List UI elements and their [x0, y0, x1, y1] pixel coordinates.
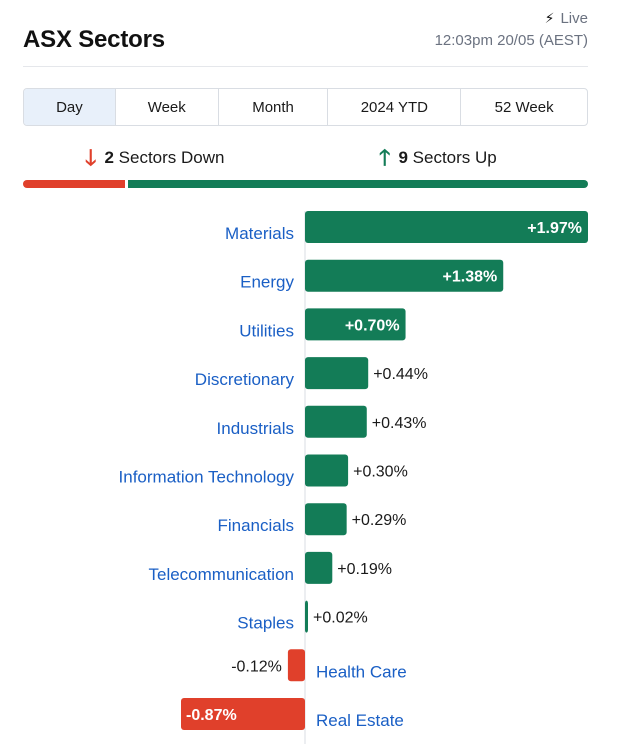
sector-summary: 🡓 2 Sectors Down 🡑 9 Sectors Up	[23, 140, 588, 176]
value-label: +1.97%	[527, 220, 582, 237]
bar-discretionary[interactable]	[305, 357, 369, 390]
breadth-ratio-bar	[23, 180, 588, 188]
tab-week[interactable]: Week	[116, 89, 219, 125]
value-label: -0.12%	[231, 658, 282, 675]
value-label: +0.70%	[345, 317, 400, 334]
category-label[interactable]: Information Technology	[119, 468, 295, 487]
tab-52-week[interactable]: 52 Week	[494, 98, 554, 116]
tab-2024-ytd[interactable]: 2024 YTD	[328, 89, 462, 125]
sectors-up-summary: 🡑 9 Sectors Up	[379, 145, 497, 170]
bar-energy[interactable]	[305, 259, 504, 292]
category-label[interactable]: Energy	[240, 273, 294, 292]
sectors-down-label: Sectors Down	[118, 148, 225, 167]
arrow-up-icon: 🡑	[379, 145, 391, 170]
bar-financials[interactable]	[305, 503, 347, 536]
bar-information-technology[interactable]	[305, 454, 349, 487]
value-label: +0.19%	[337, 561, 392, 578]
category-label[interactable]: Telecommunication	[148, 565, 294, 584]
live-indicator: ⚡ Live	[545, 10, 588, 27]
category-label[interactable]: Utilities	[239, 321, 294, 340]
category-label[interactable]: Real Estate	[316, 711, 404, 730]
bar-materials[interactable]	[305, 211, 588, 243]
arrow-down-icon: 🡓	[85, 145, 97, 170]
live-label: Live	[560, 10, 588, 27]
bar-real-estate[interactable]	[181, 698, 305, 730]
sectors-down-count: 2	[104, 148, 114, 167]
value-label: +0.44%	[373, 366, 428, 383]
lightning-icon: ⚡	[544, 10, 555, 26]
category-label[interactable]: Staples	[237, 614, 294, 633]
ratio-down-segment	[23, 180, 125, 188]
bar-telecommunication[interactable]	[305, 551, 333, 584]
category-label[interactable]: Discretionary	[195, 370, 295, 389]
header: ASX Sectors ⚡ Live 12:03pm 20/05 (AEST)	[23, 10, 588, 66]
category-label[interactable]: Industrials	[217, 419, 294, 438]
value-label: +1.38%	[443, 269, 498, 286]
value-label: +0.02%	[313, 610, 368, 627]
ratio-up-segment	[128, 180, 588, 188]
value-label: -0.87%	[186, 707, 237, 724]
bar-utilities[interactable]	[305, 308, 406, 341]
value-label: +0.29%	[352, 512, 407, 529]
header-divider	[23, 66, 588, 67]
period-tabs: Day Week Month 2024 YTD 52 Week	[23, 88, 588, 126]
page-title: ASX Sectors	[23, 26, 165, 53]
category-label[interactable]: Materials	[225, 224, 294, 243]
category-label[interactable]: Financials	[217, 516, 294, 535]
category-label[interactable]: Health Care	[316, 662, 407, 681]
bar-industrials[interactable]	[305, 405, 367, 438]
value-label: +0.30%	[353, 464, 408, 481]
timestamp: 12:03pm 20/05 (AEST)	[434, 32, 588, 49]
sectors-down-summary: 🡓 2 Sectors Down	[85, 145, 225, 170]
tab-month[interactable]: Month	[219, 89, 329, 125]
bar-health-care[interactable]	[287, 649, 305, 682]
value-label: +0.43%	[372, 415, 427, 432]
sectors-up-count: 9	[398, 148, 408, 167]
tab-day[interactable]: Day	[24, 89, 116, 125]
sectors-up-label: Sectors Up	[412, 148, 497, 167]
bar-staples[interactable]	[305, 600, 308, 633]
